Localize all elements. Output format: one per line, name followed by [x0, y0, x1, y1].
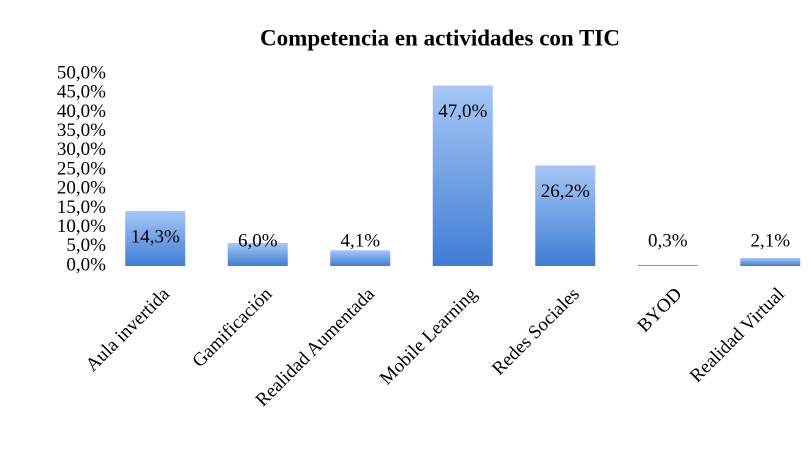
bar: [330, 250, 391, 266]
x-tick-label: BYOD: [633, 284, 686, 337]
y-tick-label: 35,0%: [57, 120, 106, 141]
bar: [227, 242, 288, 266]
bar: [740, 257, 801, 266]
x-tick-label: Redes Sociales: [488, 284, 584, 380]
bar: [432, 85, 493, 267]
y-tick-label: 20,0%: [57, 178, 106, 199]
y-tick-label: 10,0%: [57, 216, 106, 237]
bar: [125, 211, 186, 266]
data-label: 6,0%: [238, 230, 278, 251]
bar: [535, 165, 596, 266]
y-tick-label: 40,0%: [57, 101, 106, 122]
y-tick-label: 15,0%: [57, 197, 106, 218]
y-tick-label: 5,0%: [66, 235, 106, 256]
data-label: 26,2%: [541, 181, 590, 202]
chart-title: Competencia en actividades con TIC: [260, 25, 620, 50]
data-label: 14,3%: [131, 226, 180, 247]
data-label: 2,1%: [750, 230, 790, 251]
x-tick-label: Aula invertida: [82, 283, 174, 375]
data-label: 47,0%: [438, 101, 487, 122]
x-tick-label: Realidad Virtual: [686, 284, 789, 387]
y-tick-label: 0,0%: [66, 254, 106, 275]
data-label: 4,1%: [340, 230, 380, 251]
bar: [637, 264, 698, 266]
y-tick-label: 50,0%: [57, 62, 106, 83]
y-tick-label: 45,0%: [57, 82, 106, 103]
x-tick-label: Mobile Learning: [376, 283, 482, 389]
y-tick-label: 30,0%: [57, 139, 106, 160]
x-tick-label: Gamificación: [188, 283, 276, 371]
data-label: 0,3%: [648, 230, 688, 251]
y-tick-label: 25,0%: [57, 158, 106, 179]
